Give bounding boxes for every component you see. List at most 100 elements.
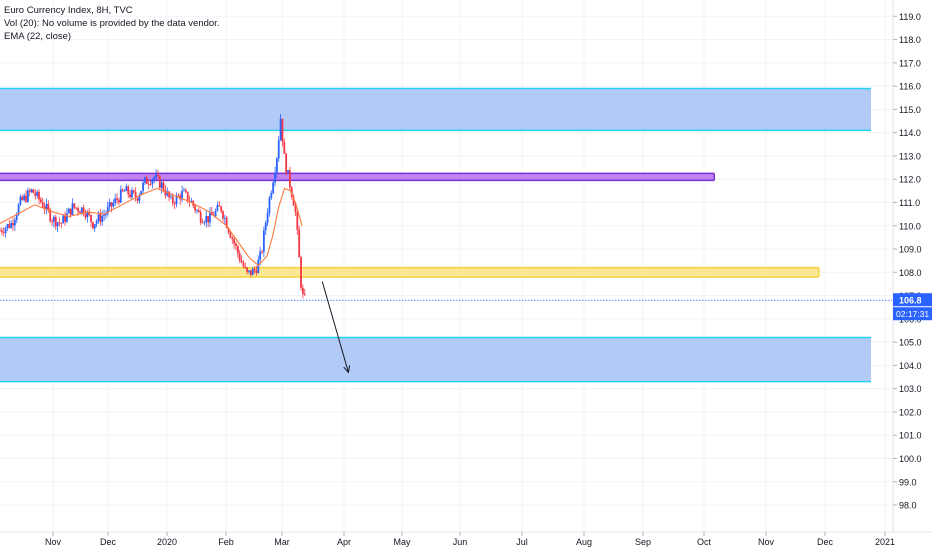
candle-body — [69, 208, 72, 215]
candle-body — [110, 202, 113, 207]
candle-body — [274, 172, 276, 183]
candle-body — [95, 221, 98, 225]
candle-body — [103, 214, 105, 216]
candle-body — [205, 216, 208, 223]
candle-body — [171, 196, 174, 204]
candle-body — [264, 222, 267, 231]
candle-body — [222, 211, 224, 219]
candle-body — [279, 118, 282, 141]
candle-body — [296, 211, 299, 230]
price-tick-label: 103.0 — [899, 384, 922, 394]
price-tick-label: 98.0 — [899, 501, 917, 511]
candle-body — [134, 192, 137, 199]
candle-body — [242, 262, 245, 267]
price-tick-label: 113.0 — [899, 151, 921, 161]
candle-body — [251, 268, 254, 275]
candle-body — [65, 213, 68, 222]
support-zone — [0, 267, 819, 277]
zones-layer — [0, 87, 872, 383]
candle-body — [112, 202, 115, 207]
time-tick-label: Oct — [697, 537, 712, 547]
countdown-value: 02:17:31 — [896, 309, 929, 319]
time-tick-label: Sep — [635, 537, 651, 547]
price-tick-label: 102.0 — [899, 407, 922, 417]
middle-resistance-zone — [0, 173, 715, 181]
candle-body — [255, 270, 258, 273]
candle-body — [298, 229, 301, 258]
candle-body — [259, 251, 262, 260]
time-tick-label: Feb — [218, 537, 234, 547]
candle-body — [90, 214, 92, 223]
candle-body — [151, 179, 154, 185]
candle-body — [292, 196, 295, 206]
candle-body — [101, 215, 104, 222]
time-tick-label: Mar — [274, 537, 290, 547]
candle-body — [67, 208, 70, 214]
price-tick-label: 117.0 — [899, 58, 921, 68]
candle-body — [290, 187, 293, 197]
candle-body — [23, 195, 26, 200]
candle-body — [144, 177, 146, 183]
projection-arrow — [321, 281, 351, 374]
price-tick-label: 111.0 — [899, 198, 920, 208]
candle-body — [86, 211, 89, 218]
candle-body — [56, 222, 59, 227]
candle-body — [285, 153, 288, 174]
candle-body — [275, 158, 278, 173]
time-tick-label: Apr — [337, 537, 351, 547]
candle-body — [253, 268, 256, 271]
candle-body — [227, 228, 230, 233]
candle-body — [288, 170, 291, 188]
candle-body — [92, 222, 94, 229]
time-tick-label: Jul — [516, 537, 528, 547]
time-tick-label: Nov — [758, 537, 775, 547]
price-tick-label: 108.0 — [899, 268, 922, 278]
candle-body — [194, 205, 197, 211]
candle-body — [99, 214, 102, 222]
candle-body — [84, 213, 87, 218]
candle-body — [262, 230, 265, 252]
candle-body — [244, 266, 247, 268]
time-tick-label: Dec — [100, 537, 117, 547]
ema-label: EMA (22, close) — [4, 31, 72, 42]
candle-body — [231, 237, 234, 240]
price-tick-label: 101.0 — [899, 431, 922, 441]
candle-body — [281, 118, 284, 143]
candle-body — [60, 223, 63, 224]
candle-body — [73, 203, 76, 208]
candle-body — [266, 213, 269, 223]
time-tick-label: Jun — [453, 537, 468, 547]
candle-body — [26, 190, 29, 202]
candle-body — [220, 206, 223, 212]
candle-body — [41, 202, 44, 207]
candle-body — [268, 197, 271, 214]
target-zone — [0, 337, 872, 382]
candle-body — [225, 217, 228, 229]
candle-body — [235, 243, 237, 247]
upper-resistance-zone — [0, 88, 872, 131]
candle-body — [162, 182, 165, 191]
candle-body — [38, 191, 40, 200]
candle-body — [214, 210, 217, 217]
candle-body — [82, 207, 85, 214]
candle-body — [121, 189, 124, 192]
candle-body — [201, 222, 204, 224]
candle-body — [283, 142, 286, 154]
candle-body — [79, 211, 81, 213]
candle-body — [300, 257, 302, 288]
last-price-badge — [893, 293, 932, 307]
price-tick-label: 100.0 — [899, 454, 922, 464]
candle-body — [51, 220, 53, 222]
candle-body — [238, 253, 241, 261]
candle-body — [123, 190, 126, 192]
price-tick-label: 118.0 — [899, 35, 921, 45]
candle-body — [36, 191, 39, 196]
candle-body — [54, 216, 57, 227]
price-tick-label: 112.0 — [899, 175, 921, 185]
candle-body — [106, 206, 109, 214]
candle-body — [175, 195, 178, 205]
candle-body — [13, 220, 16, 226]
candle-body — [270, 193, 273, 198]
